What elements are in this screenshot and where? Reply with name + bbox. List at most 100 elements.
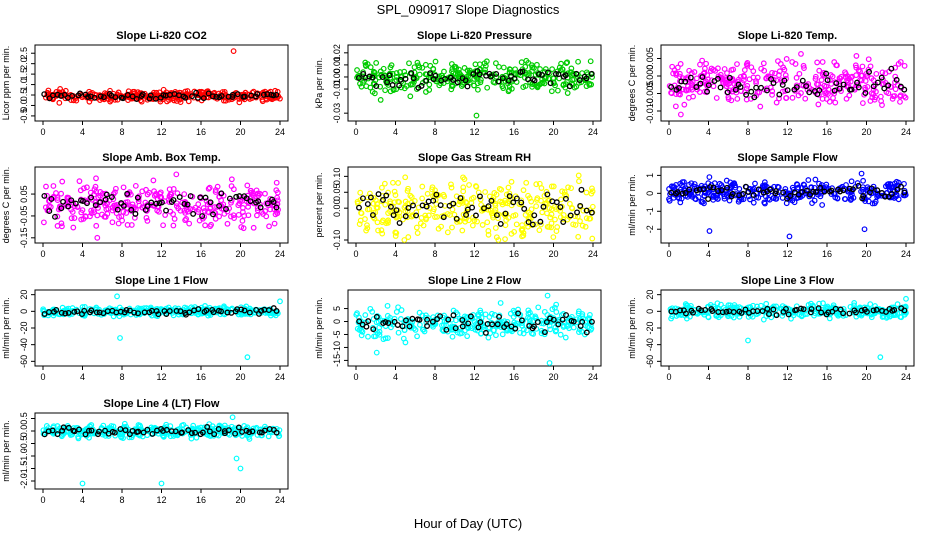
data-point xyxy=(244,424,251,431)
data-point xyxy=(706,174,713,181)
data-point-black xyxy=(738,309,745,316)
data-point-black xyxy=(41,91,48,98)
data-point xyxy=(554,87,561,94)
data-point-black xyxy=(570,318,577,325)
panel-3: Slope Li-820 Temp. degrees C per min. -0.0… xyxy=(627,30,915,137)
data-point-black xyxy=(88,427,95,434)
data-point-black xyxy=(450,76,457,83)
y-tick-label: -0.5 xyxy=(19,436,29,452)
data-point xyxy=(789,94,796,101)
data-point-black xyxy=(177,308,184,315)
data-point xyxy=(470,194,477,201)
data-point xyxy=(688,84,694,91)
data-point-black xyxy=(215,426,222,432)
data-point-outlier xyxy=(377,96,384,103)
data-point-black xyxy=(218,308,225,315)
panel-title: Slope Line 4 (LT) Flow xyxy=(104,398,220,410)
y-tick-label: 20 xyxy=(19,290,29,300)
data-point xyxy=(550,183,557,190)
data-point-black xyxy=(209,93,216,100)
x-tick-label: 0 xyxy=(40,372,45,382)
data-point-black xyxy=(387,203,394,210)
data-point xyxy=(378,227,385,234)
data-point xyxy=(520,232,527,239)
data-point-black xyxy=(563,312,570,319)
data-point xyxy=(769,69,775,76)
data-point xyxy=(753,78,759,84)
data-point-black xyxy=(677,307,684,314)
data-point xyxy=(789,59,796,65)
data-point xyxy=(50,183,57,189)
data-point xyxy=(377,83,384,90)
data-point xyxy=(812,176,819,183)
data-point xyxy=(522,63,529,70)
data-point xyxy=(155,94,162,101)
y-tick-label: -15 xyxy=(332,354,342,367)
data-point-black xyxy=(768,76,774,83)
data-point-black xyxy=(874,187,881,194)
data-point xyxy=(373,60,380,66)
data-point-black xyxy=(65,424,72,431)
figure-title: SPL_090917 Slope Diagnostics xyxy=(376,2,560,17)
x-tick-label: 20 xyxy=(235,249,245,259)
x-tick-label: 0 xyxy=(353,127,358,137)
data-point xyxy=(79,431,86,437)
plot-frame xyxy=(34,412,289,490)
x-tick-label: 20 xyxy=(548,249,558,259)
panel-title: Slope Li-820 Temp. xyxy=(738,30,837,42)
y-tick-label: 0.5 xyxy=(19,89,29,102)
data-point-black xyxy=(96,309,103,316)
data-point xyxy=(484,84,491,91)
data-point-black xyxy=(373,313,380,320)
data-point xyxy=(502,236,508,242)
data-point xyxy=(747,196,753,203)
data-point xyxy=(538,185,545,191)
data-point-black xyxy=(840,310,847,317)
data-point-black xyxy=(487,73,494,80)
data-point-outlier xyxy=(158,480,165,487)
y-tick-label: -60 xyxy=(645,355,655,368)
data-point xyxy=(477,196,484,203)
data-point xyxy=(851,299,858,306)
data-point-black xyxy=(69,92,76,99)
x-tick-label: 0 xyxy=(40,127,45,137)
data-point xyxy=(507,310,514,317)
data-point-black xyxy=(470,71,477,78)
data-point-black xyxy=(382,319,389,326)
data-point xyxy=(791,199,798,206)
data-point xyxy=(518,201,525,208)
data-point-black xyxy=(753,84,760,91)
data-point xyxy=(823,304,829,311)
data-point-black xyxy=(182,94,189,101)
x-tick-label: 0 xyxy=(666,127,671,137)
data-point-black xyxy=(803,83,810,90)
data-point xyxy=(405,234,412,240)
data-point xyxy=(685,94,692,101)
data-point xyxy=(544,210,550,217)
data-point-black xyxy=(682,78,689,85)
x-tick-label: 16 xyxy=(196,495,206,505)
data-point xyxy=(820,300,826,307)
data-point xyxy=(817,193,824,200)
data-point-black xyxy=(818,309,825,316)
x-tick-label: 24 xyxy=(275,372,285,382)
data-point xyxy=(432,197,439,203)
data-point-black xyxy=(881,85,888,92)
data-point-black xyxy=(450,312,457,319)
data-point xyxy=(56,99,63,106)
data-point-outlier xyxy=(706,228,713,234)
data-point xyxy=(393,86,400,93)
data-point-black xyxy=(399,323,406,330)
data-point xyxy=(478,201,485,208)
x-tick-label: 20 xyxy=(235,127,245,137)
data-point xyxy=(262,190,268,197)
data-point-black xyxy=(454,79,461,86)
data-point xyxy=(673,70,679,77)
data-point-black xyxy=(356,204,362,211)
panel-10: Slope Line 4 (LT) Flow ml/min per min. -2.… xyxy=(1,398,289,505)
data-point xyxy=(761,67,768,74)
data-point xyxy=(708,77,715,84)
data-point xyxy=(743,85,750,92)
data-point xyxy=(474,218,480,225)
data-point xyxy=(459,227,466,234)
